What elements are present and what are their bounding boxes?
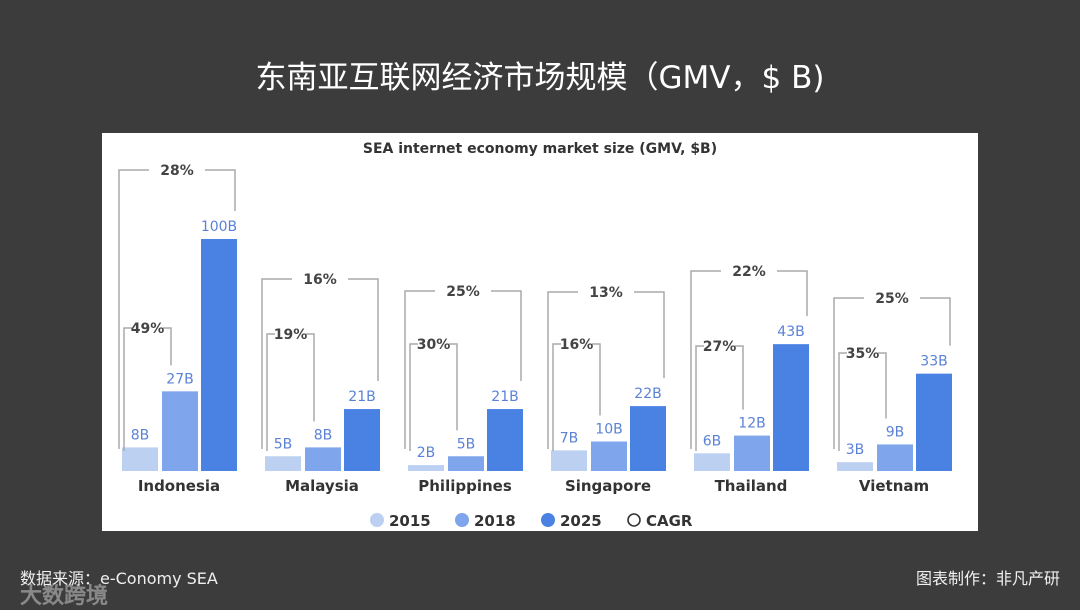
cagr-bracket-2015-2025 [690,270,808,449]
cagr-label-2015-2025: 25% [875,291,909,307]
legend-marker-cagr [627,513,641,527]
cagr-bracket-2015-2025 [833,297,951,449]
bar-2025-philippines [487,409,523,471]
cagr-bracket-2015-2018 [552,343,601,451]
watermark: 大数跨境 [20,584,109,609]
value-label: 21B [491,389,518,405]
bar-2015-philippines [408,465,444,471]
value-label: 5B [274,436,293,452]
legend-marker-2015 [370,513,384,527]
value-label: 33B [920,354,947,370]
value-label: 8B [314,427,333,443]
bar-2025-indonesia [201,239,237,471]
bar-2015-singapore [551,450,587,471]
page-title: 东南亚互联网经济市场规模（GMV，$ B) [255,60,825,96]
x-tick-label: Indonesia [138,477,220,495]
cagr-label-2015-2025: 16% [303,272,337,288]
bar-2018-malaysia [305,447,341,471]
bar-chart: SEA internet economy market size (GMV, $… [118,141,952,530]
bar-2018-vietnam [877,444,913,471]
cagr-label-2015-2018: 19% [274,327,308,343]
value-label: 8B [131,427,150,443]
bar-2025-singapore [630,406,666,471]
bar-2018-indonesia [162,391,198,471]
cagr-bracket-2015-2018 [409,343,458,451]
cagr-label-2015-2018: 49% [131,321,165,337]
x-tick-label: Singapore [565,477,651,495]
cagr-label-2015-2018: 27% [703,339,737,355]
value-label: 5B [457,436,476,452]
bar-2015-vietnam [837,462,873,471]
data-source: 数据来源：e-Conomy SEA [20,569,218,588]
legend-marker-2025 [541,513,555,527]
value-label: 12B [738,416,765,432]
x-tick-label: Thailand [715,477,788,495]
value-label: 100B [201,219,237,235]
legend-label: 2025 [560,512,602,530]
cagr-bracket-2015-2025 [118,169,236,449]
cagr-bracket-2015-2018 [695,345,744,451]
bar-2018-thailand [734,435,770,471]
chart-maker: 图表制作：非凡产研 [915,569,1060,588]
legend-marker-2018 [455,513,469,527]
value-label: 9B [886,424,905,440]
x-tick-label: Malaysia [285,477,359,495]
cagr-label-2015-2018: 16% [560,337,594,353]
value-label: 22B [634,386,661,402]
cagr-bracket-2015-2018 [123,327,172,451]
chart-title: SEA internet economy market size (GMV, $… [363,141,717,157]
value-label: 21B [348,389,375,405]
value-label: 43B [777,324,804,340]
value-label: 27B [166,371,193,387]
bar-2025-vietnam [916,373,952,471]
value-label: 10B [595,422,622,438]
value-label: 6B [703,433,722,449]
cagr-label-2015-2025: 28% [160,163,194,179]
cagr-bracket-2015-2025 [261,278,379,449]
value-label: 2B [417,445,436,461]
bar-2015-indonesia [122,447,158,471]
bar-2015-thailand [694,453,730,471]
cagr-label-2015-2018: 30% [417,337,451,353]
bar-2018-singapore [591,441,627,471]
cagr-bracket-2015-2025 [404,290,522,449]
legend-label: 2015 [389,512,431,530]
value-label: 3B [846,442,865,458]
legend-label: 2018 [474,512,516,530]
cagr-bracket-2015-2018 [266,333,315,451]
cagr-bracket-2015-2018 [838,352,887,451]
value-label: 7B [560,430,579,446]
bar-2025-malaysia [344,409,380,471]
legend-label: CAGR [646,512,693,530]
x-tick-label: Vietnam [859,477,929,495]
cagr-label-2015-2018: 35% [846,346,880,362]
cagr-label-2015-2025: 13% [589,285,623,301]
bar-2018-philippines [448,456,484,471]
bar-2015-malaysia [265,456,301,471]
x-tick-label: Philippines [418,477,512,495]
cagr-label-2015-2025: 22% [732,264,766,280]
bar-2025-thailand [773,344,809,471]
cagr-label-2015-2025: 25% [446,284,480,300]
cagr-bracket-2015-2025 [547,291,665,449]
chart-card: SEA internet economy market size (GMV, $… [102,133,978,531]
